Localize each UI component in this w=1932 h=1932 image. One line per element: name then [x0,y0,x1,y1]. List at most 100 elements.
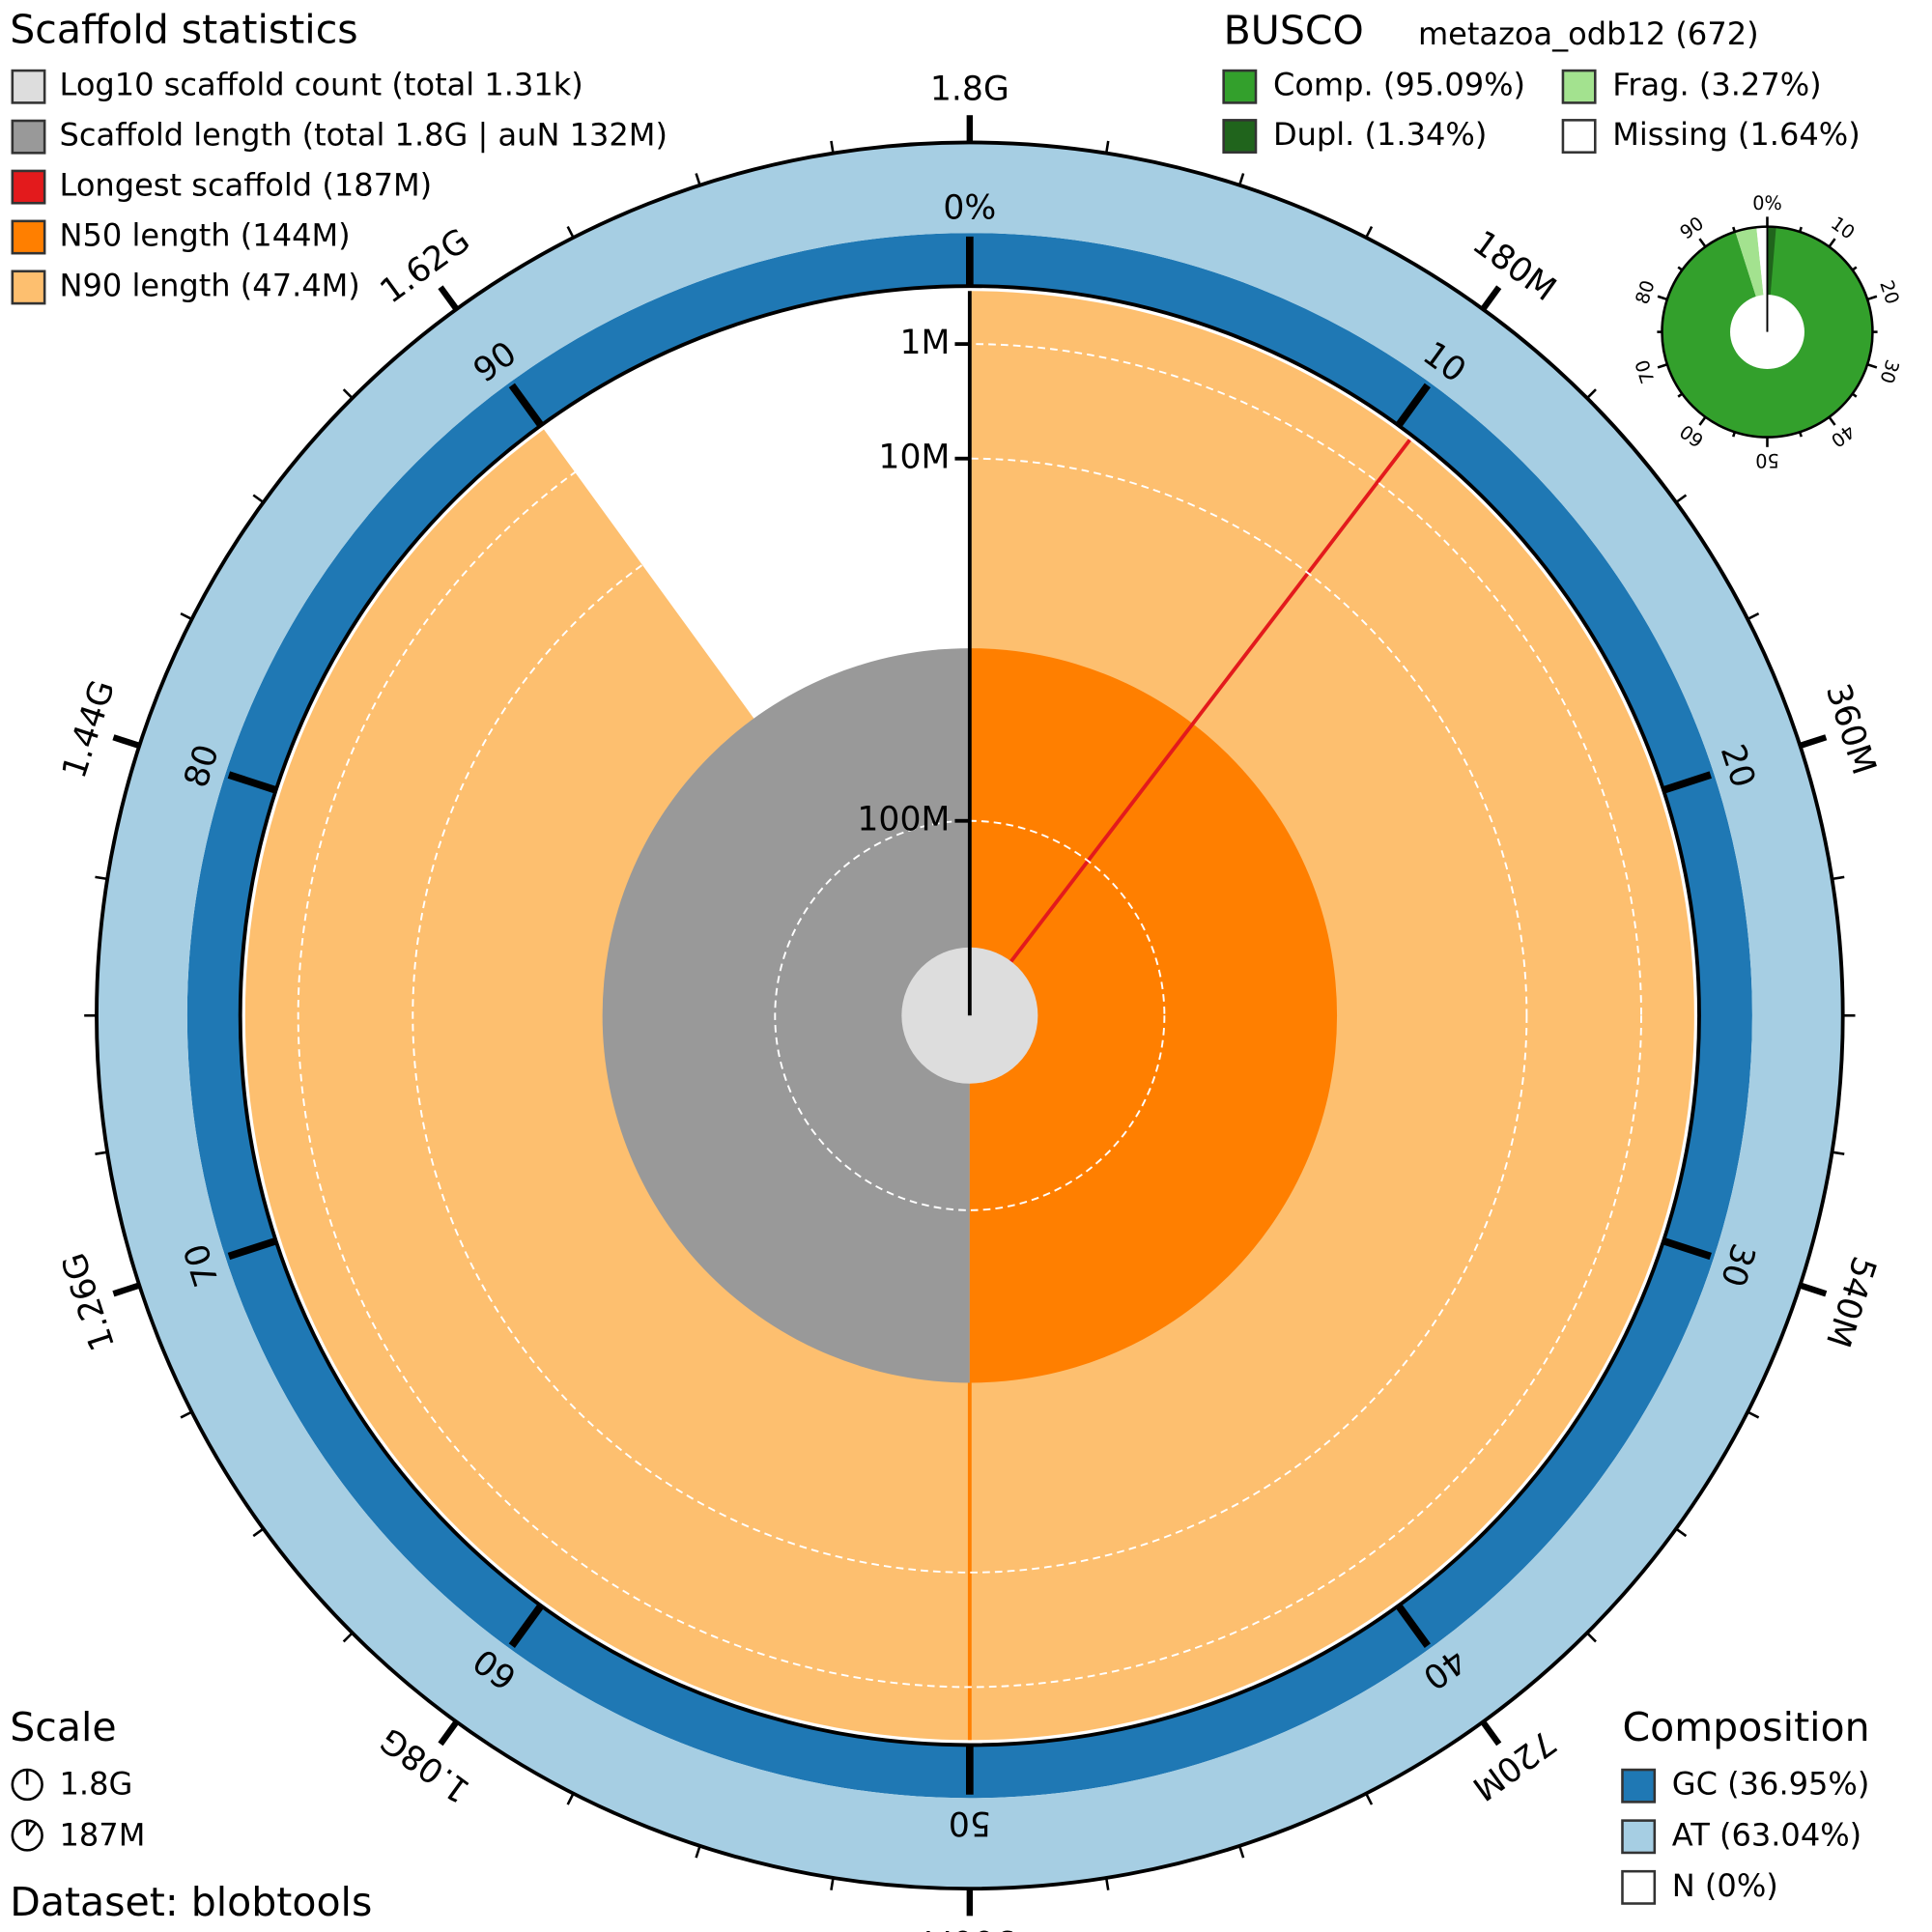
minor-tick [566,225,575,239]
percent-tick-label: 0% [943,189,996,228]
n50-sector [969,648,1338,1383]
minor-tick [566,1793,575,1805]
length-tick [1799,1282,1828,1297]
minor-tick [1237,1845,1245,1859]
legend-label: Frag. (3.27%) [1612,67,1821,103]
legend-label: Longest scaffold (187M) [60,167,433,204]
minor-tick [95,1151,108,1155]
busco-tick [1657,295,1668,301]
busco-tick [1851,266,1858,271]
minor-tick [1675,1527,1688,1538]
minor-tick [1675,494,1688,504]
legend-swatch [1561,69,1597,104]
legend-label: GC (36.95%) [1672,1766,1870,1803]
minor-tick [342,1632,354,1643]
length-tick [1799,734,1828,750]
minor-tick [1586,388,1597,400]
length-tick [112,1282,141,1297]
busco-tick-label: 10 [1827,212,1859,243]
busco-tick [1698,415,1707,426]
busco-tick [1866,363,1878,369]
minor-tick [830,1877,835,1890]
length-tick-label: 1.08G [374,1719,478,1809]
minor-tick [252,494,265,504]
length-tick [1480,285,1502,311]
busco-tick-label: 60 [1676,420,1708,452]
percent-tick-label: 50 [949,1804,991,1842]
legend-label: Log10 scaffold count (total 1.31k) [60,67,583,103]
busco-tick [1851,392,1858,398]
legend-swatch [11,219,46,255]
busco-title: BUSCO [1224,8,1364,54]
minor-tick [830,140,835,154]
percent-tick [1662,1236,1712,1261]
minor-tick [695,1845,701,1859]
busco-tick-label: 50 [1755,449,1778,471]
busco-lineage: metazoa_odb12 (672) [1418,15,1759,52]
legend-swatch [11,119,46,155]
busco-tick-label: 30 [1875,357,1903,386]
dataset-label: Dataset: blobtools [10,1879,372,1925]
percent-tick [1395,1603,1431,1648]
minor-tick [180,611,193,621]
busco-tick [1866,295,1878,301]
radial-tick-label: 10M [878,439,950,477]
legend-label: Comp. (95.09%) [1273,67,1525,103]
scale-title: Scale [10,1704,116,1750]
busco-tick-label: 70 [1631,357,1659,386]
busco-tick [1732,431,1737,438]
minor-tick [1237,173,1245,186]
busco-tick-label: 0% [1752,192,1782,214]
scale-label: 187M [60,1816,146,1853]
length-tick-label: 900M [923,1922,1016,1932]
length-tick-label: 1.44G [55,675,123,782]
busco-tick [1657,363,1668,369]
scaffold-length-sector [602,648,970,1383]
busco-tick-label: 90 [1676,212,1708,243]
radial-tick-label: 100M [857,801,950,839]
minor-tick [95,875,108,881]
legend-swatch [1222,119,1258,154]
minor-tick [1586,1632,1597,1643]
busco-tick [1698,238,1707,248]
minor-tick [1747,611,1760,621]
scale-icon [11,1768,43,1852]
length-tick-label: 1.62G [374,221,478,311]
length-tick-label: 360M [1818,679,1884,780]
legend-label: Dupl. (1.34%) [1273,116,1487,153]
busco-tick [1732,226,1737,233]
busco-tick [1677,392,1684,398]
minor-tick [1747,1410,1760,1419]
legend-swatch [1621,1819,1657,1855]
busco-tick [1828,238,1836,248]
busco-tick [1828,415,1836,426]
percent-tick [508,1603,545,1648]
busco-tick [1677,266,1684,271]
percent-tick [508,383,545,428]
percent-tick [227,771,277,794]
length-tick [438,1719,460,1747]
busco-tick [1798,431,1803,438]
minor-tick [1104,140,1110,154]
minor-tick [252,1527,265,1538]
legend-swatch [1621,1869,1657,1905]
legend-label: N90 length (47.4M) [60,267,360,303]
length-tick-label: 180M [1465,223,1563,309]
legend-label: N50 length (144M) [60,217,351,254]
minor-tick [1104,1877,1110,1890]
longest-line [968,439,1411,1017]
percent-tick [1395,383,1431,428]
legend-label: Missing (1.64%) [1612,116,1861,153]
busco-tick [1798,226,1803,233]
grid-circle [412,457,1528,1574]
legend-swatch [1621,1768,1657,1804]
composition-ring [97,142,1843,1889]
legend-swatch [11,270,46,305]
radial-tick-label: 1M [899,324,950,362]
busco-tick-label: 20 [1875,277,1903,306]
legend-label: AT (63.04%) [1672,1816,1861,1853]
length-tick-label: 1.26G [55,1248,123,1355]
minor-tick [1832,1151,1845,1155]
busco-tick-label: 80 [1631,277,1659,306]
